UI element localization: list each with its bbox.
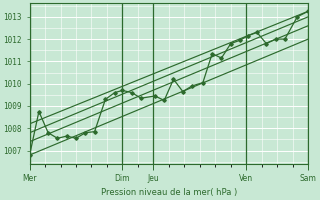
X-axis label: Pression niveau de la mer( hPa ): Pression niveau de la mer( hPa )	[101, 188, 237, 197]
